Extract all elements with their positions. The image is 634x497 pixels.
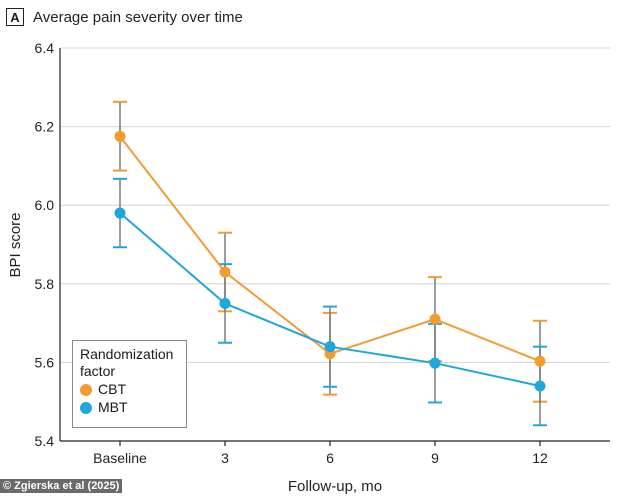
panel-header: A Average pain severity over time xyxy=(6,6,243,28)
data-point-mbt xyxy=(534,380,546,392)
x-tick-label: 12 xyxy=(532,450,548,466)
data-point-mbt xyxy=(219,297,231,309)
chart-title: Average pain severity over time xyxy=(33,8,243,26)
x-tick-label: Baseline xyxy=(93,450,147,466)
y-tick-label: 6.4 xyxy=(35,40,55,56)
data-point-cbt xyxy=(219,266,231,278)
x-tick-label: 9 xyxy=(431,450,439,466)
x-tick-label: 3 xyxy=(221,450,229,466)
y-axis-label: BPI score xyxy=(7,212,24,277)
y-tick-label: 5.8 xyxy=(35,276,55,292)
y-tick-label: 6.0 xyxy=(35,197,55,213)
y-tick-label: 5.6 xyxy=(35,354,55,370)
data-point-cbt xyxy=(534,355,546,367)
x-tick-label: 6 xyxy=(326,450,334,466)
data-point-mbt xyxy=(429,357,441,369)
legend-cbt-label: CBT xyxy=(98,381,126,397)
image-credit: © Zgierska et al (2025) xyxy=(0,479,123,493)
legend-mbt-dot xyxy=(80,401,92,414)
legend-item-cbt: CBT xyxy=(80,381,179,398)
data-point-cbt xyxy=(114,130,126,142)
data-point-cbt xyxy=(429,313,441,325)
legend-title: Randomization factor xyxy=(80,346,174,379)
data-point-mbt xyxy=(324,341,336,353)
y-tick-label: 5.4 xyxy=(35,433,55,449)
y-tick-label: 6.2 xyxy=(35,119,55,135)
legend: Randomization factor CBT MBT xyxy=(72,340,187,428)
legend-cbt-dot xyxy=(80,383,92,396)
panel-letter: A xyxy=(6,8,24,26)
legend-mbt-label: MBT xyxy=(98,399,128,415)
legend-item-mbt: MBT xyxy=(80,399,179,416)
data-point-mbt xyxy=(114,207,126,219)
x-axis-label: Follow-up, mo xyxy=(288,478,382,495)
